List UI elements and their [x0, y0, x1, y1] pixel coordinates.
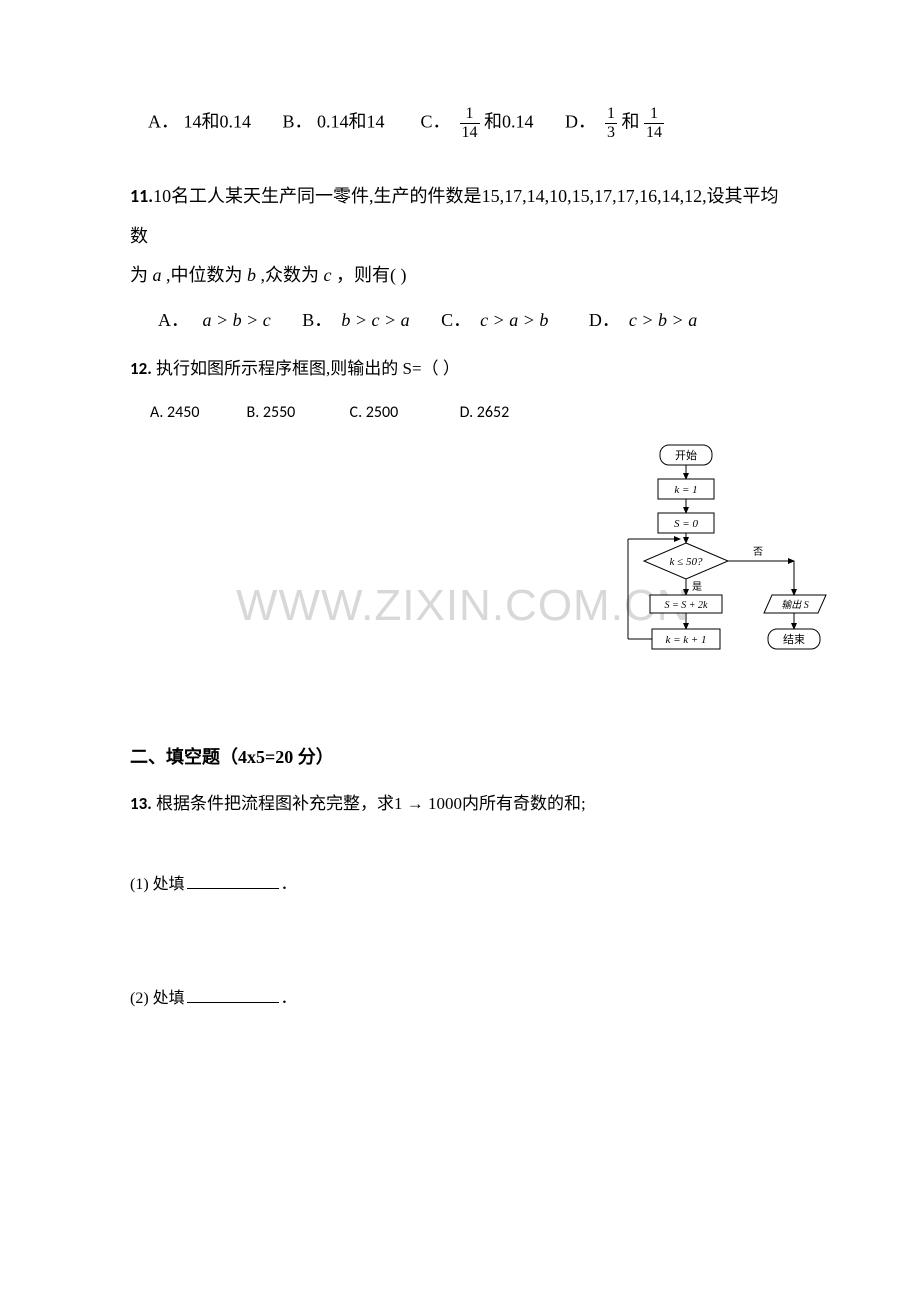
q13-sub2: (2) 处填．: [130, 984, 790, 1008]
q10-opt-C-label: C．: [421, 112, 451, 132]
q11-var-b: b: [247, 265, 256, 285]
fc-out: 输出 S: [781, 599, 809, 611]
fc-no: 否: [753, 546, 763, 558]
q10-A-v2: 0.14: [220, 112, 252, 132]
q13-number: 13.: [130, 793, 152, 814]
q12-number: 12.: [130, 358, 152, 379]
q12-opt-C: C. 2500: [350, 403, 399, 422]
q11-opt-B-label: B．: [302, 310, 332, 330]
q12-opt-B: B. 2550: [246, 403, 295, 422]
q11-opt-A-label: A．: [158, 310, 189, 330]
q10-opt-B-label: B．: [283, 112, 313, 132]
section2-heading: 二、填空题（4x5=20 分）: [130, 743, 790, 769]
q11-opt-C-expr: c > a > b: [480, 310, 548, 330]
fc-k1: k = 1: [674, 484, 697, 496]
fc-cond: k ≤ 50?: [670, 556, 703, 568]
q11-opt-B-expr: b > c > a: [341, 310, 409, 330]
fc-kpp: k = k + 1: [665, 634, 706, 646]
q13-sub1: (1) 处填．: [130, 870, 790, 894]
q12-opt-D: D. 2652: [460, 403, 510, 422]
fc-start: 开始: [675, 448, 697, 462]
blank-1: [187, 888, 279, 889]
q11-text: 11.10名工人某天生产同一零件,生产的件数是15,17,14,10,15,17…: [130, 177, 790, 296]
fc-s2k: S = S + 2k: [665, 600, 708, 611]
blank-2: [187, 1002, 279, 1003]
flowchart-svg: 开始 k = 1 S = 0 k ≤ 50? 是: [550, 429, 830, 689]
q10-C-frac1: 114: [460, 106, 480, 141]
q10-B-v2: 14: [367, 112, 385, 132]
q11-var-a: a: [153, 265, 162, 285]
q12-text: 12. 执行如图所示程序框图,则输出的 S=（ ）: [130, 355, 790, 382]
q11-opt-A-expr: a > b > c: [203, 310, 271, 330]
fc-s0: S = 0: [674, 518, 698, 530]
q10-C-v2: 0.14: [502, 112, 534, 132]
q10-D-frac1: 13: [605, 106, 617, 141]
fc-end: 结束: [783, 633, 805, 646]
q10-B-v1: 0.14: [317, 112, 349, 132]
q11-opt-C-label: C．: [441, 310, 471, 330]
fc-yes: 是: [692, 581, 702, 593]
q12-options: A. 2450 B. 2550 C. 2500 D. 2652: [150, 400, 790, 426]
q11-opt-D-expr: c > b > a: [629, 310, 697, 330]
q10-opt-A-label: A．: [148, 112, 179, 132]
q12-opt-A: A. 2450: [150, 403, 199, 422]
flowchart-region: WWW.ZIXIN.COM.CN 开始 k = 1 S = 0: [130, 435, 790, 735]
q10-opt-D-label: D．: [565, 112, 596, 132]
q11-options: A． a > b > c B． b > c > a C． c > a > b D…: [158, 306, 790, 335]
q10-options: A． 14和0.14 B． 0.14和14 C． 114 和0.14 D． 13…: [130, 106, 790, 141]
q11-opt-D-label: D．: [589, 310, 620, 330]
q10-D-frac2: 114: [644, 106, 664, 141]
q13-text: 13. 根据条件把流程图补充完整，求1 → 1000内所有奇数的和;: [130, 789, 790, 820]
q11-var-c: c: [324, 265, 332, 285]
q10-A-v1: 14: [184, 112, 202, 132]
q11-number: 11.: [130, 185, 153, 207]
q13-expr: 1 → 1000: [394, 794, 462, 813]
